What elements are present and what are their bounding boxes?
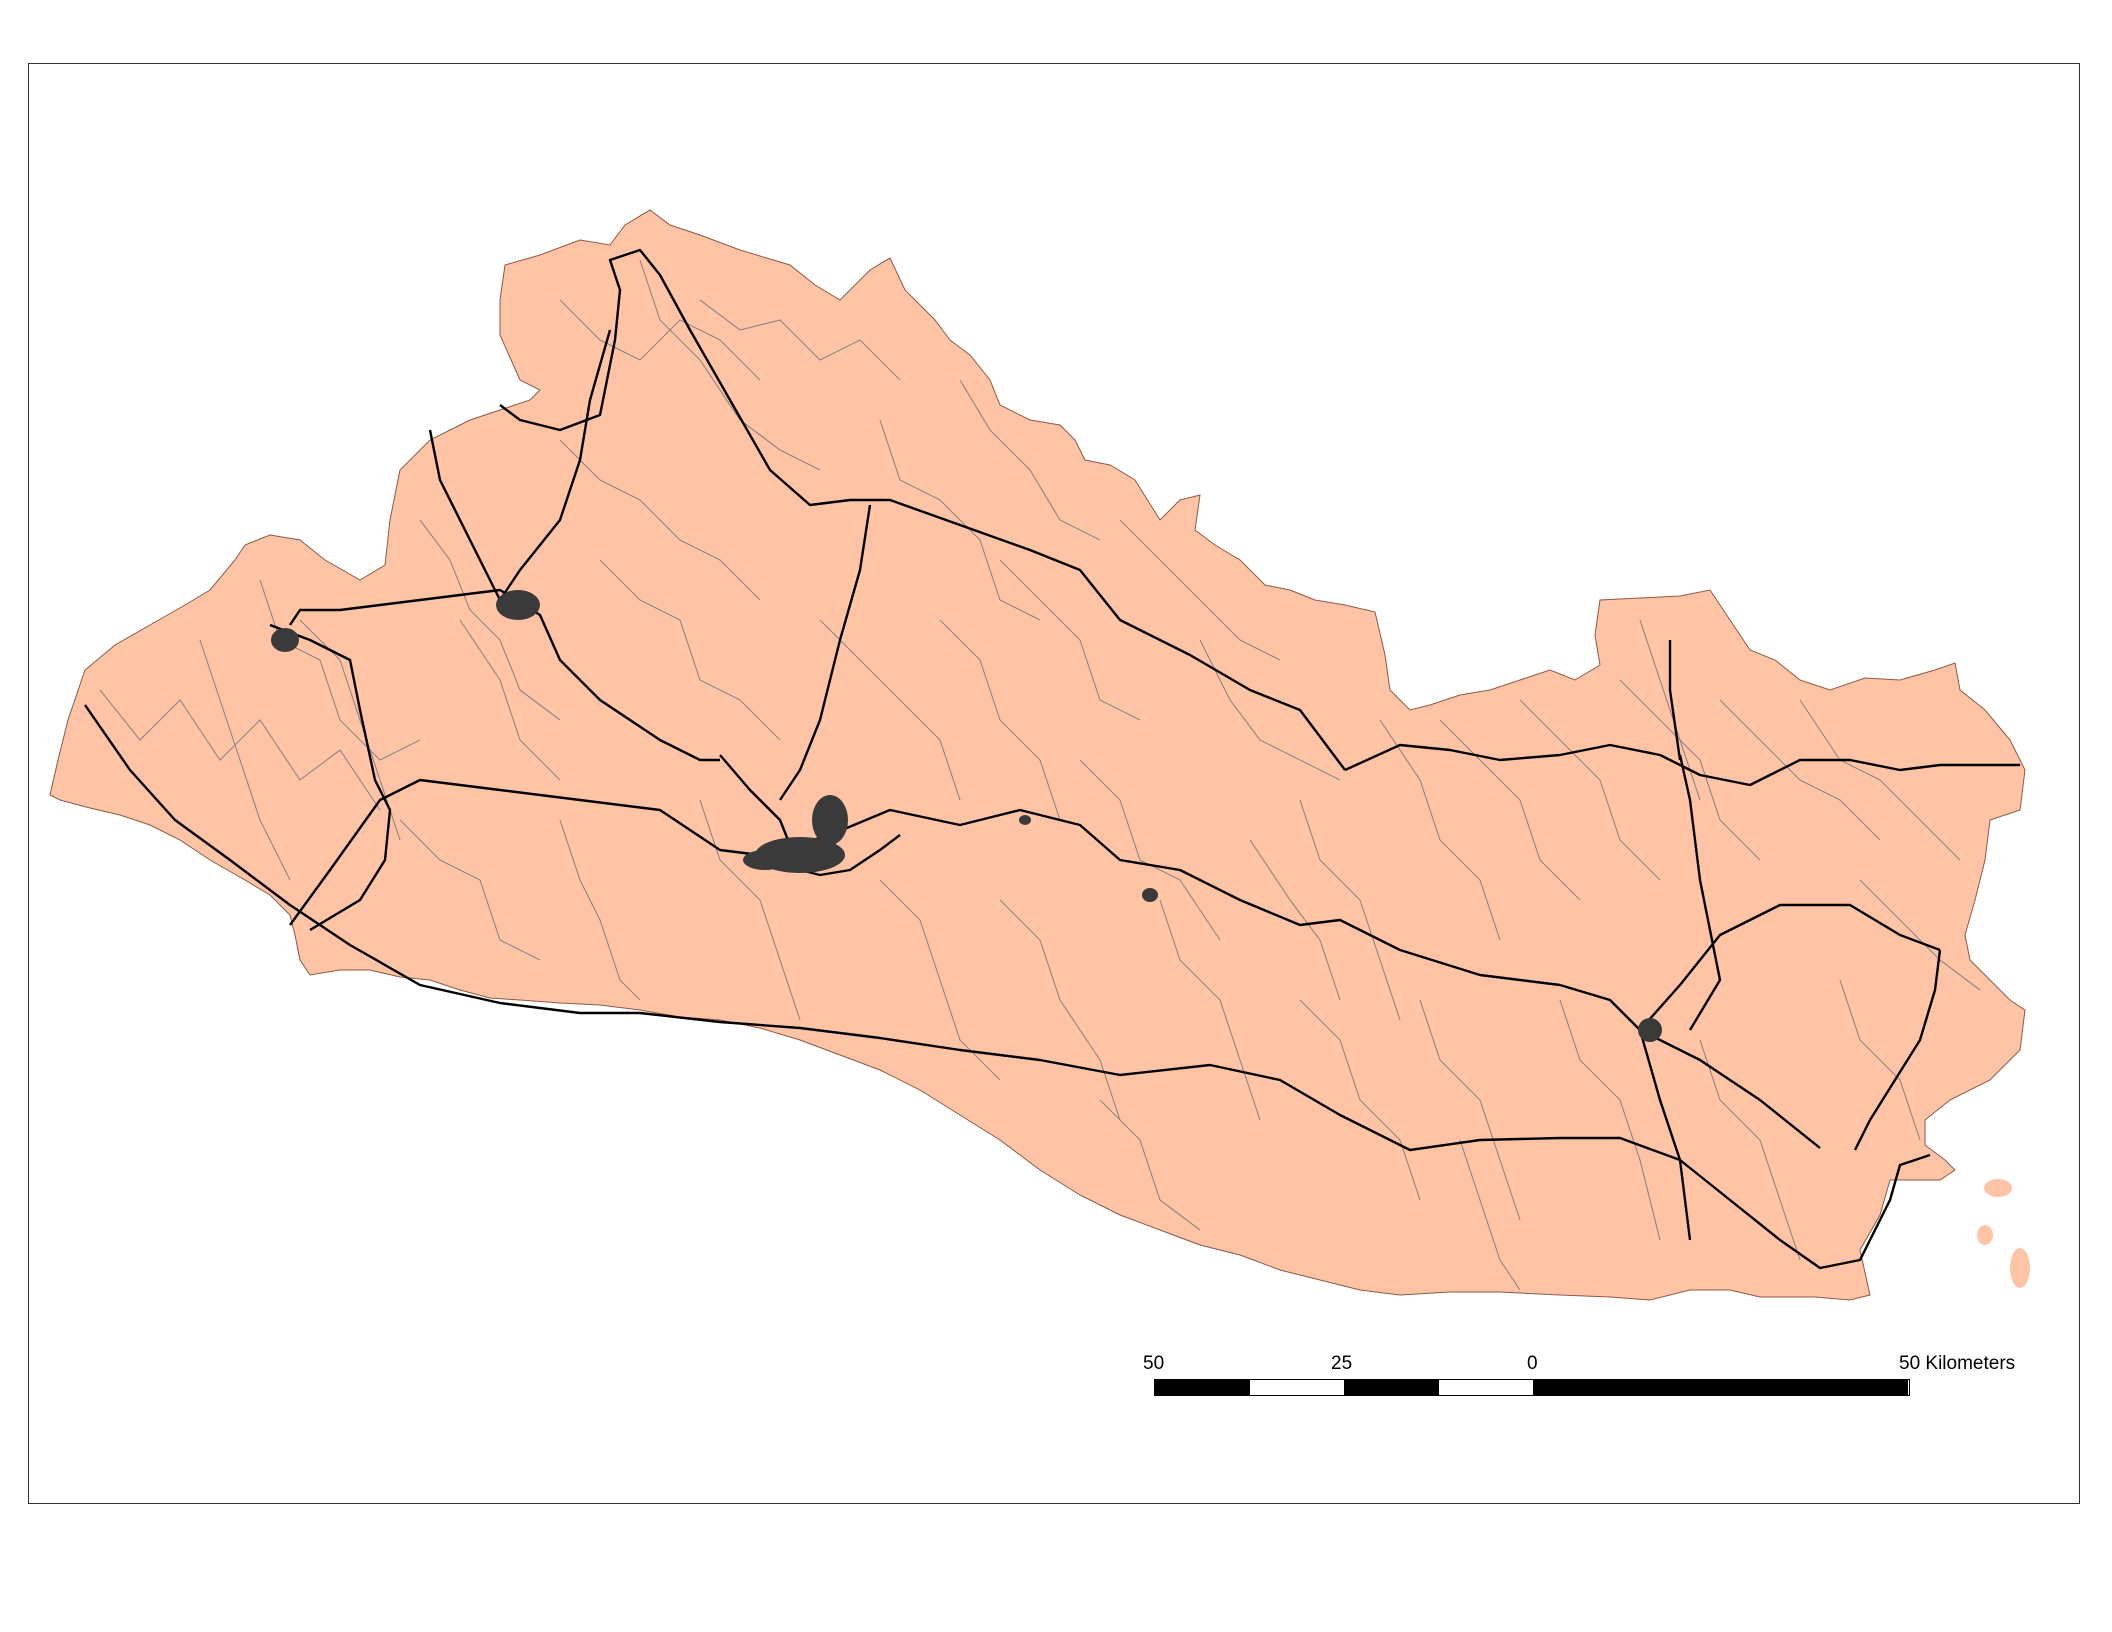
urban-area — [496, 590, 540, 620]
secondary-road — [1379, 719, 1501, 941]
secondary-road — [199, 639, 291, 881]
secondary-road — [1199, 639, 1341, 781]
secondary-road — [1619, 679, 1761, 861]
coastal-highway — [84, 704, 1931, 1270]
secondary-road — [999, 899, 1121, 1121]
scale-bar — [1154, 1379, 1910, 1396]
secondary-road — [419, 519, 561, 721]
east-coast-highway — [1853, 949, 1942, 1151]
secondary-road — [1839, 979, 1921, 1141]
southeast-highway — [1638, 1029, 1692, 1241]
secondary-road — [1079, 759, 1221, 941]
urban-area — [743, 850, 787, 870]
scale-label-50-left: 50 — [1143, 1353, 1165, 1374]
island — [2010, 1248, 2030, 1288]
east-north-highway — [1678, 754, 1722, 1031]
scale-segment — [1533, 1380, 1908, 1395]
secondary-road — [1559, 999, 1661, 1241]
mountain-highway — [499, 329, 612, 601]
urban-area — [271, 628, 299, 652]
secondary-road — [1419, 999, 1521, 1221]
urban-area — [1638, 1018, 1662, 1042]
scale-segment — [1344, 1380, 1439, 1395]
secondary-road — [639, 259, 821, 471]
secondary-road — [1859, 879, 1981, 991]
scale-label-25: 25 — [1331, 1353, 1353, 1374]
secondary-road — [1119, 519, 1281, 661]
secondary-road — [939, 619, 1061, 821]
secondary-road — [99, 689, 381, 811]
far-west-highway — [269, 623, 392, 932]
scale-segment — [1438, 1380, 1533, 1395]
secondary-road — [399, 819, 541, 961]
western-highway — [289, 588, 720, 762]
secondary-road — [559, 439, 761, 601]
north-south-highway — [779, 504, 872, 801]
secondary-road — [879, 879, 1001, 1081]
secondary-road — [1459, 1139, 1521, 1291]
secondary-road — [999, 559, 1141, 721]
urban-area — [1142, 888, 1158, 902]
urban-area — [1019, 815, 1031, 825]
east-branch-highway — [1639, 903, 1941, 1031]
urban-areas — [271, 590, 1662, 1042]
secondary-road — [1799, 699, 1961, 861]
secondary-road — [559, 299, 761, 381]
secondary-road — [699, 299, 901, 381]
secondary-road — [599, 559, 781, 741]
secondary-road — [1719, 699, 1881, 841]
secondary-road — [559, 819, 641, 1001]
secondary-road — [1159, 899, 1261, 1121]
secondary-road — [1699, 1039, 1801, 1261]
secondary-road — [1299, 799, 1401, 1021]
secondary-road — [299, 619, 401, 841]
scale-label-0: 0 — [1527, 1353, 1538, 1374]
central-highway — [1344, 743, 2020, 787]
island — [1984, 1179, 2012, 1197]
northeast-highway — [1668, 640, 1682, 761]
primary-highway-network — [84, 248, 2020, 1270]
island — [1977, 1225, 1993, 1245]
secondary-road — [959, 379, 1101, 541]
north-west-highway — [428, 429, 502, 601]
secondary-road — [259, 579, 421, 761]
northern-highway — [499, 248, 1346, 771]
secondary-road — [1249, 839, 1341, 1001]
scale-segment — [1249, 1380, 1344, 1395]
scale-label-50-right: 50 Kilometers — [1899, 1353, 2016, 1374]
secondary-road-network — [99, 259, 1981, 1291]
secondary-road — [1519, 699, 1661, 881]
panamerican-highway — [289, 778, 1821, 1149]
urban-area — [812, 795, 848, 845]
scale-segment — [1155, 1380, 1250, 1395]
secondary-road — [1099, 1099, 1201, 1231]
secondary-road — [879, 419, 1041, 621]
secondary-road — [1439, 719, 1581, 901]
secondary-road — [699, 799, 801, 1021]
secondary-road — [459, 619, 561, 781]
country-landmass — [49, 209, 2026, 1301]
secondary-road — [819, 619, 961, 801]
secondary-road — [1299, 999, 1421, 1201]
